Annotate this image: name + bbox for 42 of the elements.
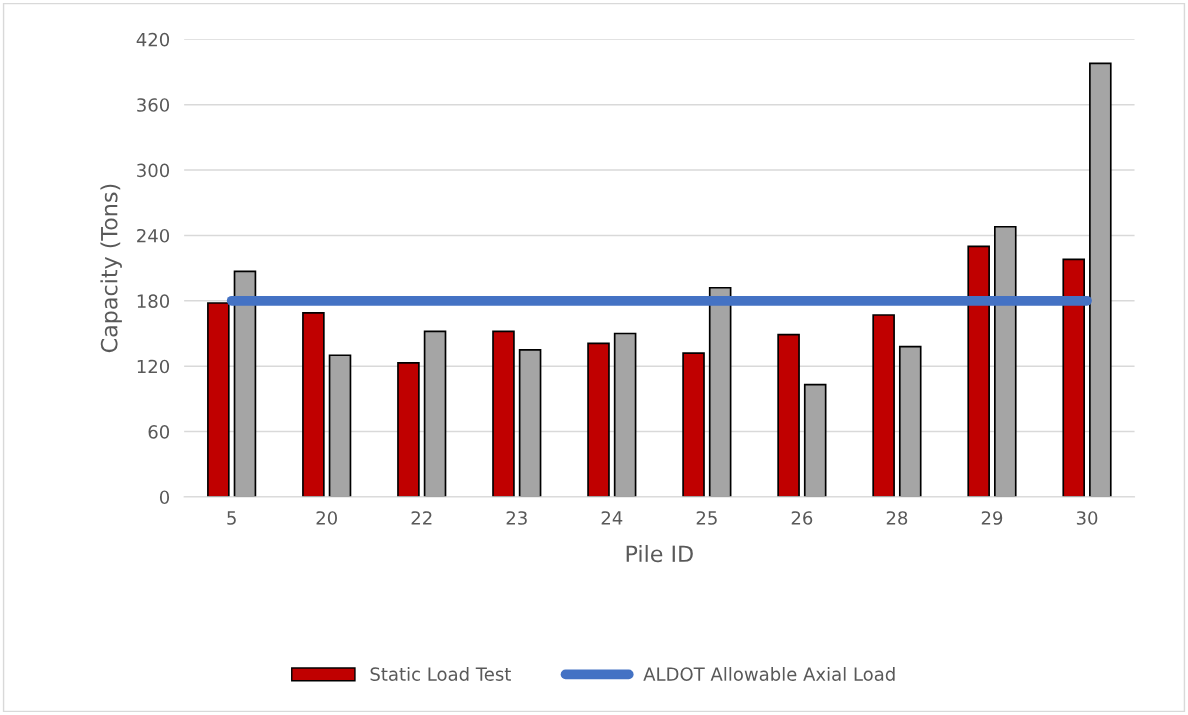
y-axis-title: Capacity (Tons) [100,184,122,353]
bar [423,330,447,497]
bar [777,333,800,497]
bar [613,332,637,497]
x-tick-label: 5 [227,511,236,525]
y-tick-label: 180 [137,294,170,308]
x-tick-label: 23 [506,511,527,525]
x-tick-label: 24 [601,511,623,525]
y-tick-label: 300 [137,163,170,178]
y-tick-label: 60 [148,425,170,439]
bar [1089,62,1112,497]
x-tick-label: 20 [316,511,337,525]
bar [898,345,922,497]
x-axis-title: Pile ID [626,544,693,563]
y-tick-label: 240 [137,228,170,243]
y-tick-label: 420 [136,32,170,47]
legend-label: ALDOT Allowable Axial Load [643,666,895,681]
bar [328,354,352,497]
bar [993,225,1017,497]
legend-label: Static Load Test [370,666,511,681]
x-tick-label: 22 [411,511,432,525]
bar [803,383,827,497]
bar [1062,258,1086,497]
bar [708,286,732,497]
bar [872,314,895,497]
bar [967,245,990,497]
x-tick-label: 29 [981,511,1003,525]
y-tick-label: 360 [137,98,170,112]
x-tick-label: 25 [696,511,717,525]
bar [492,330,515,497]
bar [518,349,542,497]
y-tick-label: 120 [137,359,170,374]
x-tick-label: 26 [791,511,813,525]
bar [682,352,705,497]
bar [397,362,420,497]
x-tick-label: 28 [886,511,908,525]
x-tick-label: 30 [1076,511,1098,525]
bar [233,270,257,497]
bar [587,342,610,497]
y-tick-label: 0 [159,490,170,505]
bar [302,311,325,497]
bar [207,302,230,497]
